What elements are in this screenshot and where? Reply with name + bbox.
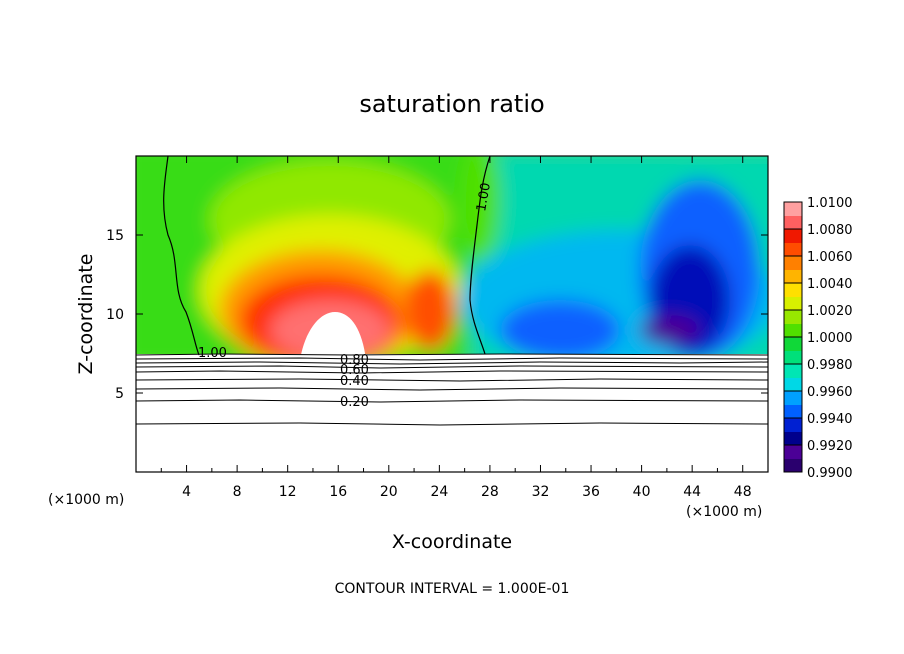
x-tick-label: 20 (380, 484, 398, 500)
colorbar-segment (784, 242, 802, 257)
x-tick-label: 40 (633, 484, 651, 500)
colorbar-segment (784, 269, 802, 284)
contour-label-left: 1.00 (198, 346, 227, 361)
contour-line-right (469, 156, 491, 355)
chart-title: saturation ratio (359, 90, 544, 118)
colorbar-label: 0.9920 (807, 439, 853, 454)
contour-label-right: 1.00 (474, 182, 494, 213)
contour-label-080: 0.80 (340, 353, 369, 368)
contour-label-060: 0.60 (340, 363, 369, 378)
x-tick-label: 48 (734, 484, 752, 500)
colorbar-label: 1.0000 (807, 331, 853, 346)
x-tick-label: 16 (329, 484, 347, 500)
y-axis: 5 10 15 (106, 228, 768, 402)
colorbar-segment (784, 431, 802, 446)
colorbar-segment (784, 229, 802, 243)
colorbar-label: 1.0100 (807, 196, 853, 211)
contour-label-020: 0.20 (340, 395, 369, 410)
colorbar-segment (784, 418, 802, 432)
colorbar-segment (784, 283, 802, 297)
colorbar-segment (784, 310, 802, 324)
colorbar: 1.0100 1.0080 1.0060 1.0040 1.0020 1.0000 0.99… (783, 196, 853, 481)
colorbar-label: 1.0020 (807, 304, 853, 319)
colorbar-segment (784, 296, 802, 311)
x-tick-label: 24 (430, 484, 448, 500)
x-axis: 4 8 12 16 20 24 28 32 36 40 44 48 (160, 156, 752, 500)
colorbar-segment (784, 445, 802, 459)
colorbar-label: 0.9960 (807, 385, 853, 400)
colorbar-segment (784, 323, 802, 338)
x-axis-label: X-coordinate (392, 531, 512, 553)
x-unit-left: (×1000 m) (48, 492, 124, 508)
colorbar-segment (784, 215, 802, 230)
colorbar-label: 0.9940 (807, 412, 853, 427)
y-tick-label: 10 (106, 307, 124, 323)
colorbar-segment (784, 202, 802, 216)
colorbar-segment (784, 404, 802, 419)
x-tick-label: 4 (182, 484, 191, 500)
x-unit-right: (×1000 m) (686, 504, 762, 520)
contour-interval-note: CONTOUR INTERVAL = 1.000E-01 (335, 581, 570, 597)
colorbar-label: 1.0040 (807, 277, 853, 292)
y-axis-label: Z-coordinate (75, 254, 97, 375)
x-tick-label: 32 (532, 484, 550, 500)
colorbar-label: 0.9980 (807, 358, 853, 373)
x-tick-label: 36 (582, 484, 600, 500)
surface-contours (136, 353, 768, 426)
colorbar-segment (784, 256, 802, 270)
colorbar-segment (784, 458, 802, 473)
colorbar-segment (784, 350, 802, 365)
x-tick-label: 8 (233, 484, 242, 500)
colorbar-segment (784, 391, 802, 405)
x-tick-label: 12 (279, 484, 297, 500)
y-tick-label: 15 (106, 228, 124, 244)
contour-line-left (163, 156, 200, 356)
colorbar-segment (784, 377, 802, 392)
plot-area (136, 156, 768, 472)
colorbar-segment (784, 364, 802, 378)
saturation-field (136, 156, 768, 354)
colorbar-label: 1.0080 (807, 223, 853, 238)
colorbar-label: 1.0060 (807, 250, 853, 265)
x-tick-label: 28 (481, 484, 499, 500)
colorbar-segment (784, 337, 802, 351)
y-tick-label: 5 (115, 386, 124, 402)
colorbar-label: 0.9900 (807, 466, 853, 481)
contour-label-040: 0.40 (340, 374, 369, 389)
x-tick-label: 44 (683, 484, 701, 500)
